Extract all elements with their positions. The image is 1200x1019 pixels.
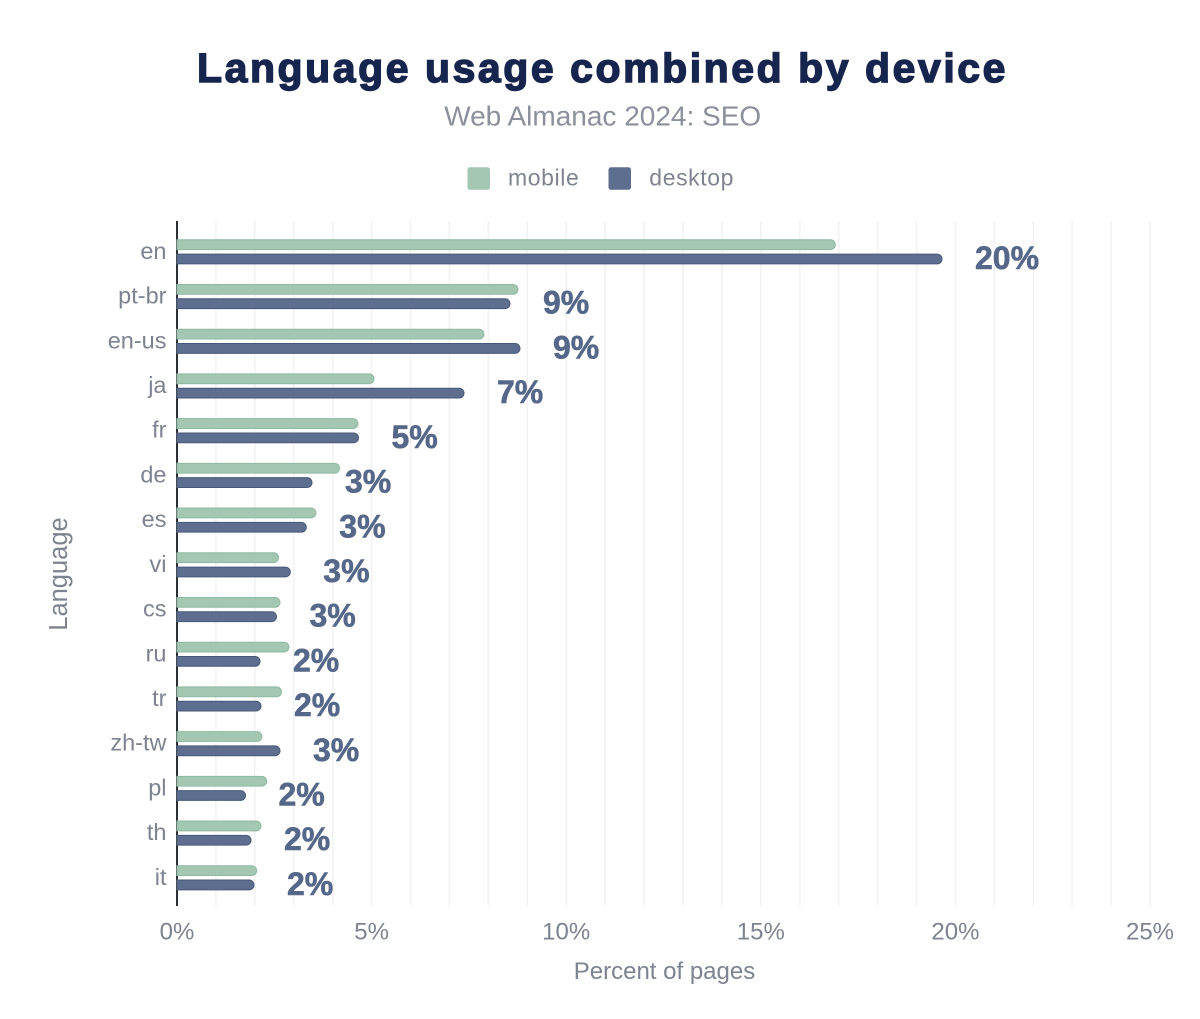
svg-text:9%: 9% xyxy=(543,285,589,321)
svg-text:5%: 5% xyxy=(354,919,389,946)
svg-text:2%: 2% xyxy=(294,687,340,723)
svg-text:th: th xyxy=(147,819,167,845)
svg-text:ru: ru xyxy=(146,640,167,666)
svg-text:7%: 7% xyxy=(497,374,543,410)
svg-text:0%: 0% xyxy=(160,919,195,946)
svg-text:9%: 9% xyxy=(553,329,599,365)
svg-text:2%: 2% xyxy=(287,866,333,902)
svg-text:3%: 3% xyxy=(323,553,369,589)
svg-text:15%: 15% xyxy=(737,919,785,946)
svg-text:tr: tr xyxy=(152,685,167,711)
svg-text:es: es xyxy=(142,506,167,532)
svg-text:2%: 2% xyxy=(293,642,339,678)
svg-text:desktop: desktop xyxy=(649,165,734,191)
svg-text:Language usage combined by dev: Language usage combined by device xyxy=(197,45,1008,91)
svg-text:Web Almanac 2024: SEO: Web Almanac 2024: SEO xyxy=(444,101,761,132)
svg-text:fr: fr xyxy=(152,417,167,443)
svg-text:en: en xyxy=(140,238,166,264)
svg-text:2%: 2% xyxy=(284,821,330,857)
svg-text:5%: 5% xyxy=(392,419,438,455)
svg-text:3%: 3% xyxy=(310,598,356,634)
svg-text:vi: vi xyxy=(150,551,167,577)
svg-text:cs: cs xyxy=(143,596,167,622)
svg-text:3%: 3% xyxy=(313,732,359,768)
svg-text:20%: 20% xyxy=(931,919,979,946)
svg-text:Percent of pages: Percent of pages xyxy=(574,958,755,985)
svg-text:20%: 20% xyxy=(975,240,1039,276)
svg-text:25%: 25% xyxy=(1126,919,1174,946)
svg-text:zh-tw: zh-tw xyxy=(110,730,167,756)
svg-text:2%: 2% xyxy=(279,777,325,813)
svg-text:it: it xyxy=(155,864,167,890)
svg-text:pt-br: pt-br xyxy=(118,283,166,309)
svg-text:3%: 3% xyxy=(345,464,391,500)
svg-text:Language: Language xyxy=(45,517,73,630)
svg-text:mobile: mobile xyxy=(508,165,579,191)
svg-text:10%: 10% xyxy=(542,919,590,946)
svg-text:de: de xyxy=(140,461,166,487)
svg-text:3%: 3% xyxy=(339,508,385,544)
svg-text:ja: ja xyxy=(147,372,167,398)
svg-text:en-us: en-us xyxy=(108,327,167,353)
svg-text:pl: pl xyxy=(148,774,166,800)
